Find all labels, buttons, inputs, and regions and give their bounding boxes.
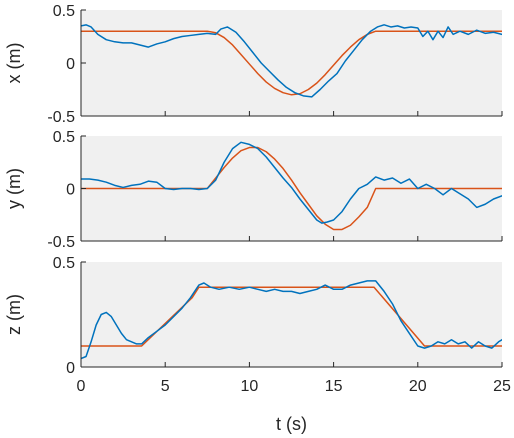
series-line-2 xyxy=(81,24,502,98)
y-axis-label: y (m) xyxy=(4,168,24,209)
x-tick-label: 0 xyxy=(77,378,86,395)
y-tick-label: 0 xyxy=(66,360,75,377)
y-tick-label: 0 xyxy=(66,56,75,73)
y-tick-label: 0.5 xyxy=(53,255,75,272)
subplot-1: -0.5 0 0.5 x (m) xyxy=(4,3,503,126)
y-tick-label: -0.5 xyxy=(47,109,75,126)
y-tick-label: 0.5 xyxy=(53,129,75,146)
x-tick-label: 15 xyxy=(325,378,343,395)
x-tick-label: 10 xyxy=(241,378,259,395)
y-axis-label: x (m) xyxy=(4,43,24,84)
x-tick-label: 25 xyxy=(493,378,511,395)
x-axis-label: t (s) xyxy=(276,414,307,434)
y-tick-label: 0.5 xyxy=(53,3,75,20)
x-tick-label: 5 xyxy=(161,378,170,395)
y-tick-label: -0.5 xyxy=(47,234,75,251)
x-tick-label: 20 xyxy=(409,378,427,395)
series-line-2 xyxy=(81,280,502,360)
y-tick-label: 0 xyxy=(66,182,75,199)
subplot-2: -0.5 0 0.5 y (m) xyxy=(4,129,503,251)
plot-area xyxy=(81,262,502,367)
y-axis-label: z (m) xyxy=(4,294,24,335)
series-line-1 xyxy=(81,30,502,96)
series-line-1 xyxy=(81,286,502,347)
series-line-1 xyxy=(81,146,502,231)
subplot-3: 0 0.5 0 5 10 15 20 25 z (m) t (s) xyxy=(4,255,511,434)
series-line-2 xyxy=(81,141,502,224)
plot-area xyxy=(81,10,502,116)
